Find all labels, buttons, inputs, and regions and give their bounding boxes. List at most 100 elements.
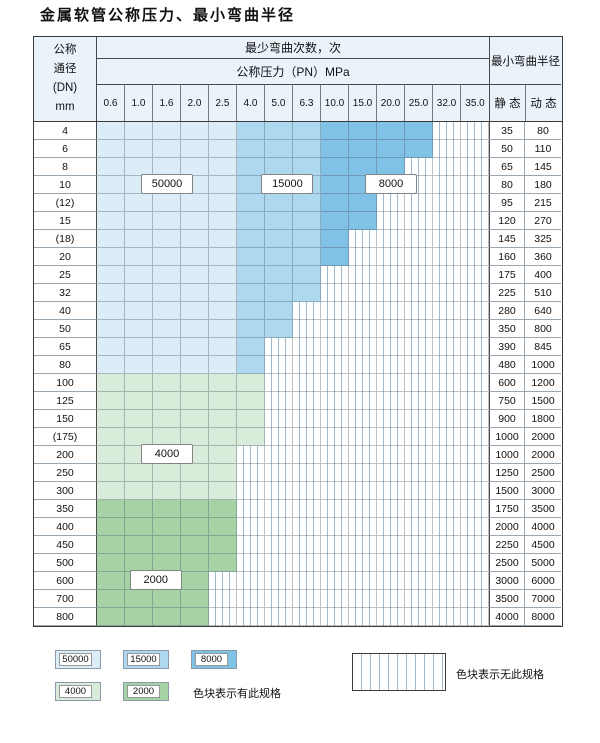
spec-cell — [209, 248, 237, 266]
spec-cell — [125, 302, 153, 320]
spec-cell — [181, 302, 209, 320]
spec-cell — [349, 194, 377, 212]
no-spec-cell — [237, 518, 265, 536]
no-spec-cell — [377, 500, 405, 518]
dynamic-value: 1000 — [525, 356, 561, 374]
static-value: 900 — [489, 410, 525, 428]
no-spec-cell — [321, 590, 349, 608]
spec-cell — [265, 212, 293, 230]
no-spec-cell — [265, 608, 293, 626]
spec-cell — [181, 572, 209, 590]
no-spec-cell — [293, 392, 321, 410]
static-value: 4000 — [489, 608, 525, 626]
no-spec-cell — [321, 320, 349, 338]
cycle-count-label: 15000 — [261, 174, 314, 194]
spec-cell — [97, 572, 125, 590]
cycle-count-label: 2000 — [129, 570, 182, 590]
dynamic-value: 2500 — [525, 464, 561, 482]
no-spec-cell — [405, 518, 433, 536]
no-spec-cell — [405, 320, 433, 338]
no-spec-cell — [405, 464, 433, 482]
spec-cell — [97, 446, 125, 464]
no-spec-cell — [461, 464, 489, 482]
spec-cell — [97, 500, 125, 518]
spec-cell — [153, 212, 181, 230]
no-spec-cell — [349, 554, 377, 572]
dynamic-value: 325 — [525, 230, 561, 248]
no-spec-cell — [461, 320, 489, 338]
no-spec-cell — [293, 554, 321, 572]
no-spec-cell — [405, 554, 433, 572]
no-spec-cell — [265, 428, 293, 446]
spec-cell — [125, 374, 153, 392]
no-spec-cell — [377, 518, 405, 536]
dynamic-value: 8000 — [525, 608, 561, 626]
spec-cell — [209, 212, 237, 230]
spec-cell — [125, 230, 153, 248]
spec-cell — [125, 140, 153, 158]
spec-cell — [153, 140, 181, 158]
spec-cell — [265, 320, 293, 338]
no-spec-cell — [405, 302, 433, 320]
dynamic-value: 360 — [525, 248, 561, 266]
spec-cell — [209, 158, 237, 176]
static-value: 2000 — [489, 518, 525, 536]
no-spec-cell — [293, 482, 321, 500]
no-spec-cell — [461, 590, 489, 608]
no-spec-cell — [293, 536, 321, 554]
static-value: 750 — [489, 392, 525, 410]
spec-cell — [209, 428, 237, 446]
dn-cell: 10 — [34, 176, 97, 194]
dynamic-value: 3500 — [525, 500, 561, 518]
spec-cell — [237, 428, 265, 446]
spec-cell — [181, 284, 209, 302]
dn-cell: 450 — [34, 536, 97, 554]
no-spec-cell — [321, 518, 349, 536]
no-spec-cell — [237, 554, 265, 572]
spec-cell — [349, 212, 377, 230]
no-spec-cell — [433, 230, 461, 248]
spec-cell — [349, 158, 377, 176]
pressure-col-header: 5.0 — [265, 85, 293, 121]
spec-cell — [153, 266, 181, 284]
spec-cell — [125, 392, 153, 410]
pressure-col-header: 15.0 — [349, 85, 377, 121]
dn-cell: 700 — [34, 590, 97, 608]
spec-cell — [97, 230, 125, 248]
legend-swatch-4000: 4000 — [55, 682, 101, 701]
no-spec-cell — [461, 428, 489, 446]
spec-cell — [125, 590, 153, 608]
static-value: 1750 — [489, 500, 525, 518]
dn-cell: 200 — [34, 446, 97, 464]
spec-cell — [97, 176, 125, 194]
no-spec-cell — [461, 392, 489, 410]
no-spec-cell — [377, 572, 405, 590]
dynamic-value: 4500 — [525, 536, 561, 554]
spec-cell — [321, 194, 349, 212]
no-spec-cell — [321, 572, 349, 590]
table-row: 20 160 360 — [34, 248, 562, 266]
spec-cell — [293, 248, 321, 266]
no-spec-cell — [461, 338, 489, 356]
table-row: 600 3000 6000 — [34, 572, 562, 590]
no-spec-cell — [433, 590, 461, 608]
spec-cell — [181, 608, 209, 626]
no-spec-cell — [321, 554, 349, 572]
spec-cell — [237, 140, 265, 158]
spec-cell — [265, 230, 293, 248]
table-row: 800 4000 8000 — [34, 608, 562, 626]
dynamic-value: 845 — [525, 338, 561, 356]
spec-cell — [125, 410, 153, 428]
no-spec-cell — [405, 284, 433, 302]
spec-cell — [321, 176, 349, 194]
spec-cell — [209, 410, 237, 428]
spec-cell — [97, 536, 125, 554]
spec-cell — [153, 482, 181, 500]
no-spec-cell — [461, 158, 489, 176]
table-row: 700 3500 7000 — [34, 590, 562, 608]
dn-cell: 350 — [34, 500, 97, 518]
no-spec-cell — [293, 428, 321, 446]
bend-radius-header: 最小弯曲半径 — [490, 37, 561, 85]
table-row: 6 50 110 — [34, 140, 562, 158]
spec-cell — [237, 158, 265, 176]
